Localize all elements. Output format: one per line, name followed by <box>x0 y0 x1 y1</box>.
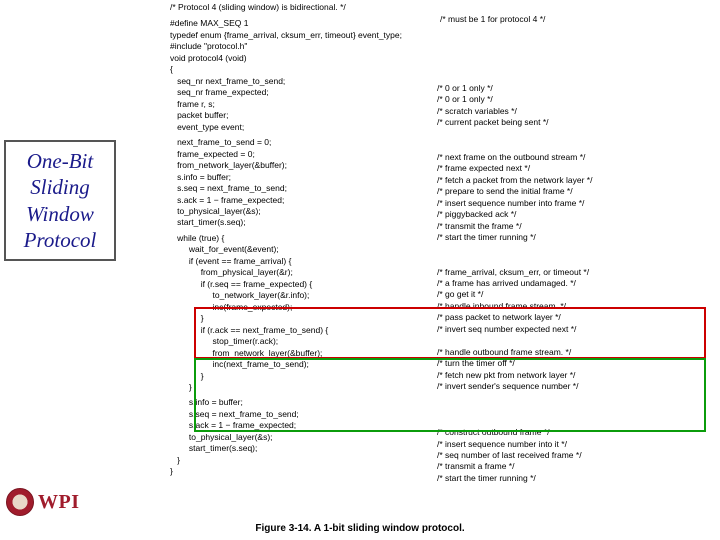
wpi-logo: WPI <box>6 488 80 516</box>
title-line-4: Protocol <box>8 227 112 253</box>
comment-line <box>437 496 592 507</box>
include-line: #include "protocol.h" <box>170 41 710 52</box>
comment-line: /* frame expected next */ <box>437 163 592 174</box>
comment-line <box>437 255 592 266</box>
comment-line <box>437 484 592 495</box>
comment-line: /* insert sequence number into frame */ <box>437 198 592 209</box>
comment-line: /* next frame on the outbound stream */ <box>437 152 592 163</box>
comment-line: /* invert seq number expected next */ <box>437 324 592 335</box>
comment-line <box>437 393 592 404</box>
comment-line: /* frame_arrival, cksum_err, or timeout … <box>437 267 592 278</box>
comment-line: /* transmit a frame */ <box>437 461 592 472</box>
comment-line: /* scratch variables */ <box>437 106 592 117</box>
define-comment: /* must be 1 for protocol 4 */ <box>440 14 545 24</box>
comment-line: /* 0 or 1 only */ <box>437 83 592 94</box>
comment-line: /* turn the timer off */ <box>437 358 592 369</box>
comment-line: /* go get it */ <box>437 289 592 300</box>
open-brace: { <box>170 64 710 75</box>
comment-line <box>437 404 592 415</box>
comment-line <box>437 335 592 346</box>
comment-line: /* prepare to send the initial frame */ <box>437 186 592 197</box>
comment-line: /* current packet being sent */ <box>437 117 592 128</box>
comment-line: /* piggybacked ack */ <box>437 209 592 220</box>
comment-line: /* insert sequence number into it */ <box>437 439 592 450</box>
voiddecl-line: void protocol4 (void) <box>170 53 710 64</box>
wpi-text: WPI <box>38 491 80 514</box>
comment-line: /* construct outbound frame */ <box>437 427 592 438</box>
define-line: #define MAX_SEQ 1 <box>170 18 248 28</box>
title-line-3: Window <box>8 201 112 227</box>
wpi-seal-icon <box>6 488 34 516</box>
comment-line: /* a frame has arrived undamaged. */ <box>437 278 592 289</box>
comment-line <box>437 140 592 151</box>
comment-line: /* start the timer running */ <box>437 473 592 484</box>
comment-line: /* seq number of last received frame */ <box>437 450 592 461</box>
comment-line: /* fetch new pkt from network layer */ <box>437 370 592 381</box>
figure-caption: Figure 3-14. A 1-bit sliding window prot… <box>0 523 720 534</box>
comment-line: /* invert sender's sequence number */ <box>437 381 592 392</box>
comment-line: /* handle outbound frame stream. */ <box>437 347 592 358</box>
comment-line: /* handle inbound frame stream. */ <box>437 301 592 312</box>
comment-line: /* start the timer running */ <box>437 232 592 243</box>
comment-header: /* Protocol 4 (sliding window) is bidire… <box>170 2 710 13</box>
title-line-2: Sliding <box>8 174 112 200</box>
comment-line <box>437 129 592 140</box>
side-comments: /* 0 or 1 only *//* 0 or 1 only *//* scr… <box>437 83 592 507</box>
slide-title: One-Bit Sliding Window Protocol <box>4 140 116 261</box>
comment-line <box>437 416 592 427</box>
comment-line <box>437 244 592 255</box>
title-line-1: One-Bit <box>8 148 112 174</box>
comment-line: /* pass packet to network layer */ <box>437 312 592 323</box>
comment-line: /* 0 or 1 only */ <box>437 94 592 105</box>
comment-line: /* transmit the frame */ <box>437 221 592 232</box>
typedef-line: typedef enum {frame_arrival, cksum_err, … <box>170 30 710 41</box>
comment-line: /* fetch a packet from the network layer… <box>437 175 592 186</box>
